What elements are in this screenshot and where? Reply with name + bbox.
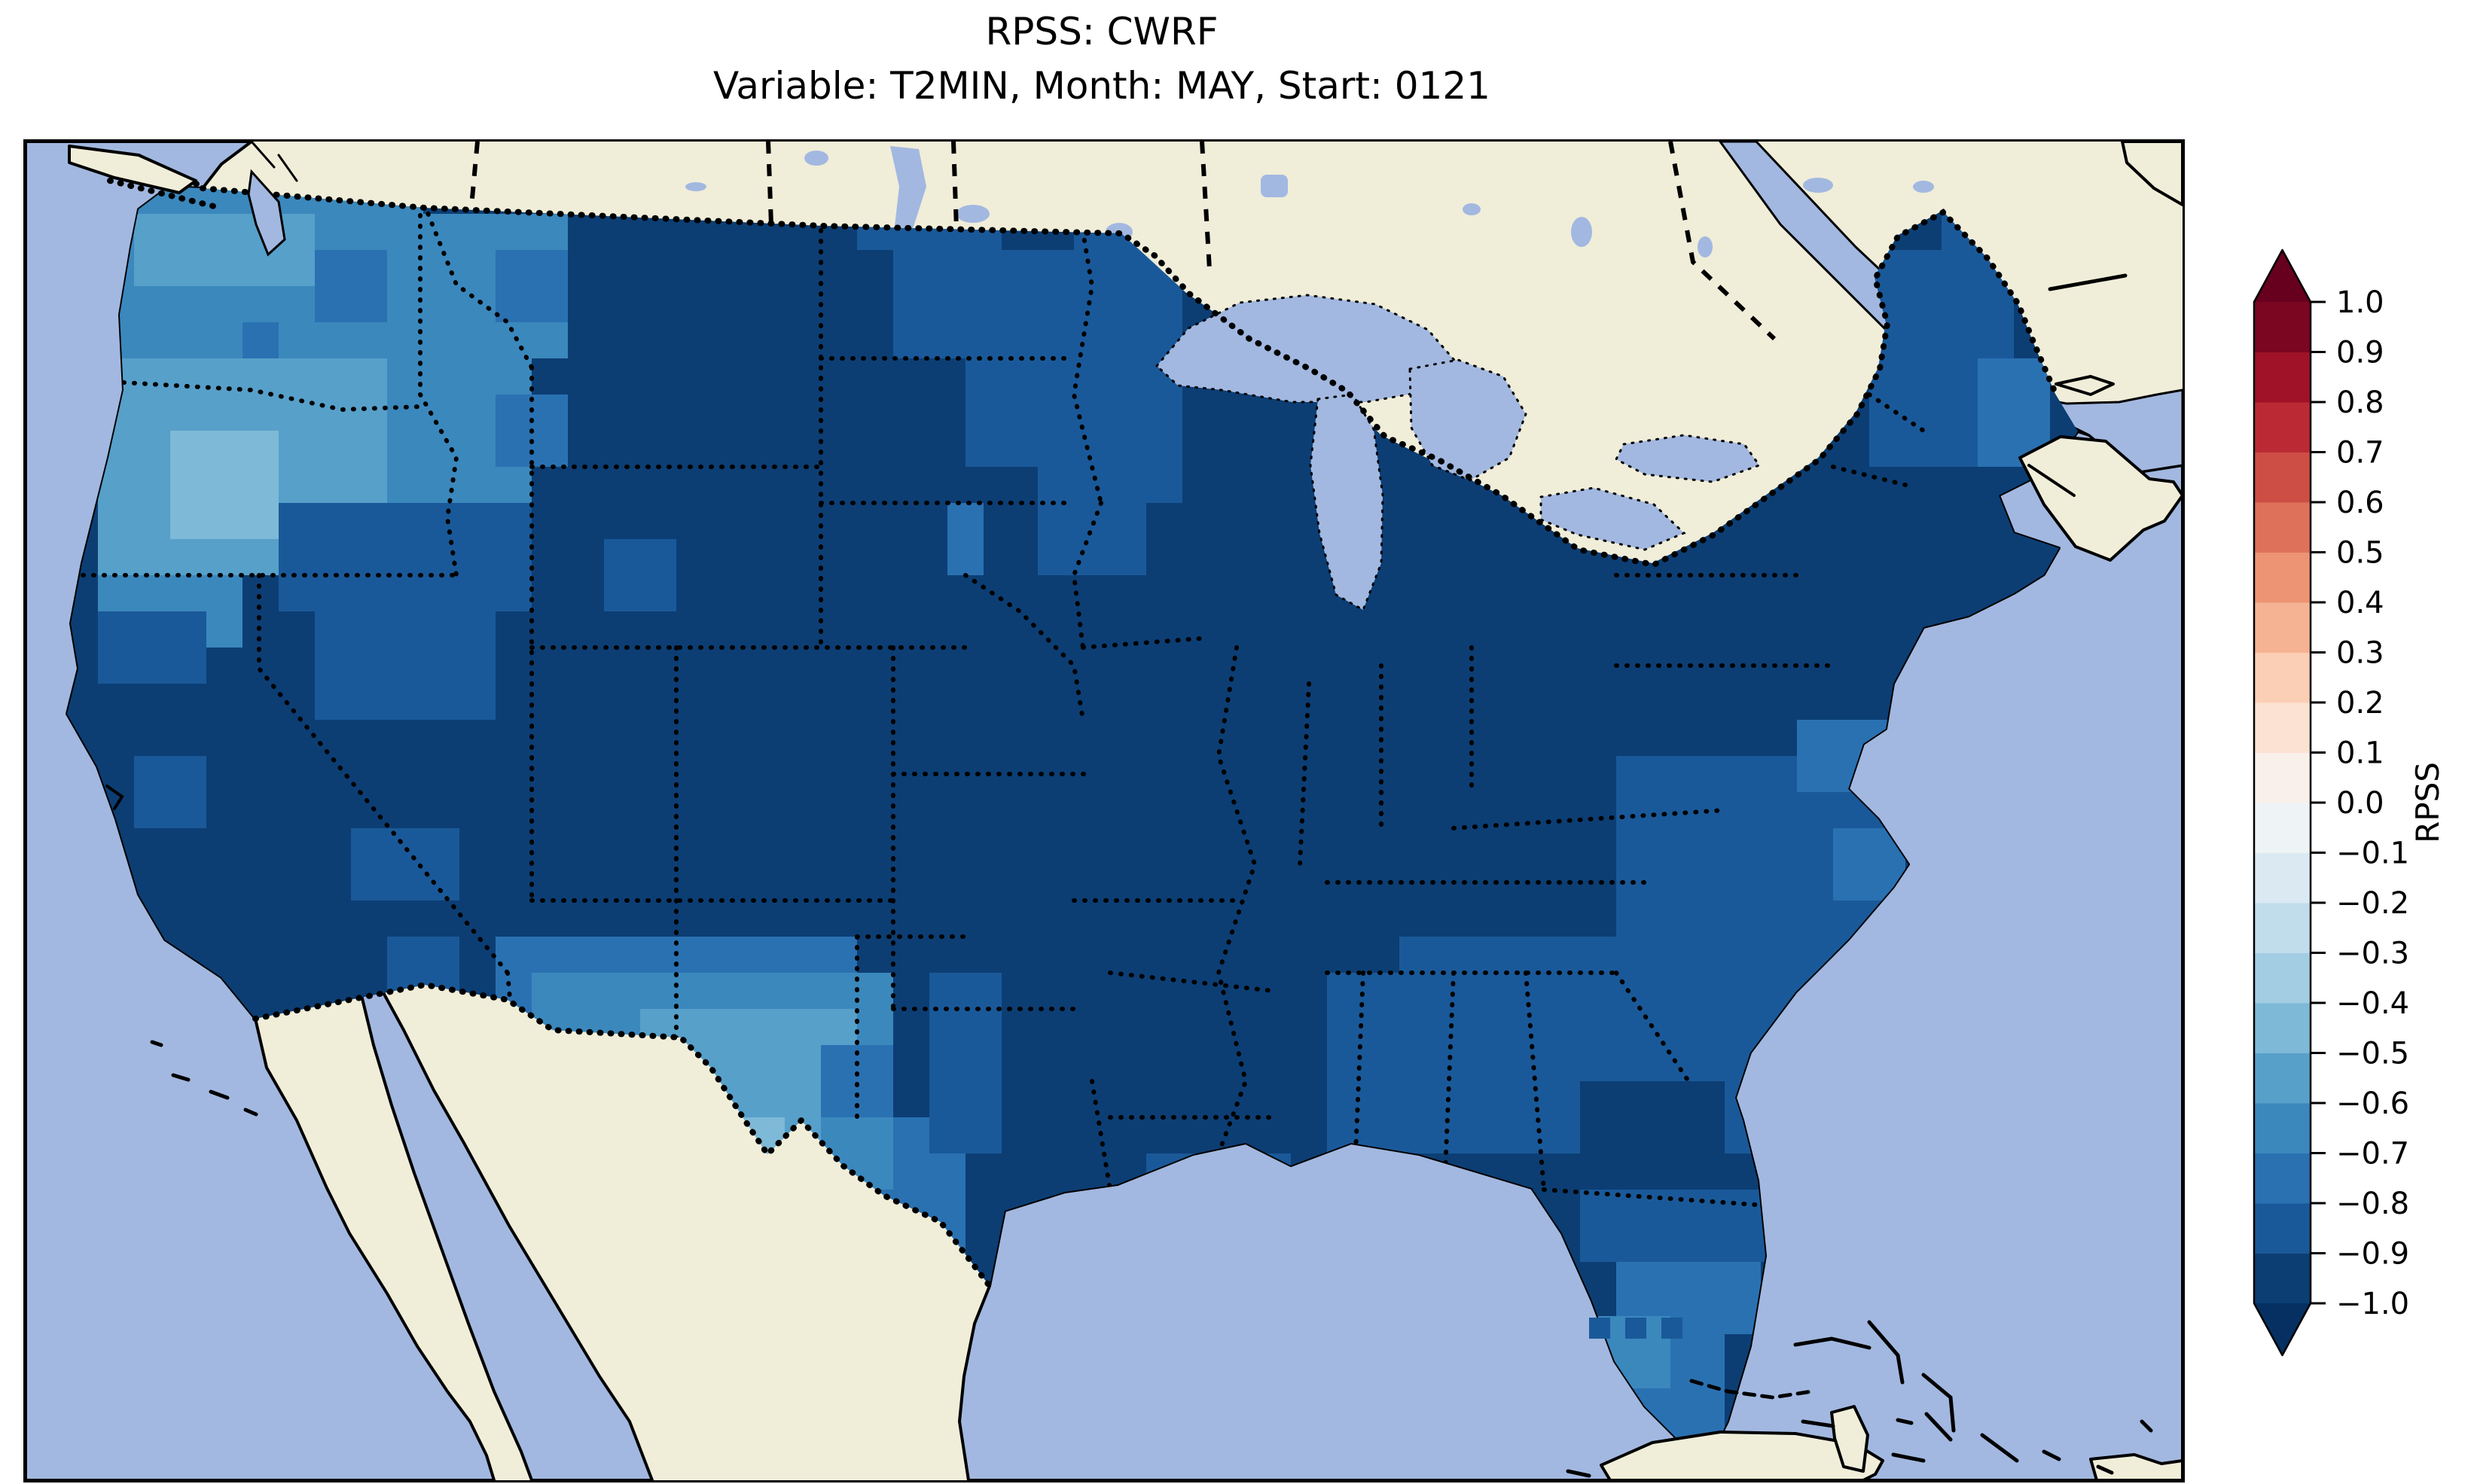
rpss-cell <box>315 250 387 322</box>
figure: RPSS: CWRF Variable: T2MIN, Month: MAY, … <box>0 0 2474 1484</box>
colorbar-segment <box>2254 953 2311 1004</box>
colorbar-segment <box>2254 602 2311 653</box>
rpss-cell <box>243 322 279 358</box>
keys-data-cell <box>1589 1318 1610 1339</box>
colorbar-segment <box>2254 502 2311 553</box>
colorbar-segment <box>2254 702 2311 753</box>
map-axes <box>23 139 2185 1482</box>
colorbar-tick-label: −0.7 <box>2336 1137 2409 1172</box>
rpss-cell <box>279 503 532 611</box>
colorbar-segment <box>2254 302 2311 352</box>
rpss-cell <box>351 828 459 900</box>
colorbar-tick-label: −0.8 <box>2336 1187 2409 1221</box>
rpss-cell <box>947 503 984 575</box>
rpss-cell <box>1327 973 1399 1153</box>
rpss-cell <box>98 611 206 684</box>
colorbar-tick-label: −0.6 <box>2336 1086 2409 1121</box>
colorbar-segment <box>2254 753 2311 803</box>
plot-title-line1: RPSS: CWRF <box>23 5 2180 59</box>
rpss-cell <box>315 611 496 720</box>
plot-title: RPSS: CWRF Variable: T2MIN, Month: MAY, … <box>23 5 2180 113</box>
colorbar-segment <box>2254 453 2311 503</box>
colorbar-segment <box>2254 803 2311 853</box>
colorbar-tick-label: 0.6 <box>2336 486 2384 520</box>
colorbar-tick-label: −0.3 <box>2336 937 2409 971</box>
colorbar-segment <box>2254 1153 2311 1204</box>
colorbar-tick-label: −0.9 <box>2336 1237 2409 1272</box>
colorbar-tick-label: −0.5 <box>2336 1037 2409 1071</box>
colorbar-tick-label: 0.0 <box>2336 786 2384 821</box>
colorbar-tick-label: 0.8 <box>2336 385 2384 420</box>
keys-data-cell <box>1661 1318 1682 1339</box>
colorbar-tick-label: −1.0 <box>2336 1287 2409 1321</box>
colorbar-segment <box>2254 853 2311 904</box>
keys-data-cells <box>1589 1318 1682 1339</box>
colorbar-segment <box>2254 903 2311 953</box>
colorbar-segment <box>2254 1053 2311 1104</box>
colorbar-tick-label: 0.5 <box>2336 536 2384 571</box>
rpss-cell <box>929 973 1002 1153</box>
colorbar-segment <box>2254 553 2311 603</box>
rpss-cell <box>170 431 279 539</box>
colorbar: 1.0 0.9 0.8 0.7 0.6 0.5 0.4 0.3 0.2 0.1 0.0 −0.1 −0.… <box>2229 226 2474 1400</box>
colorbar-tick-label: 0.3 <box>2336 636 2384 671</box>
plot-title-line2: Variable: T2MIN, Month: MAY, Start: 0121 <box>23 59 2180 113</box>
colorbar-segment <box>2254 653 2311 703</box>
rpss-cell <box>134 756 206 828</box>
colorbar-axis-label: RPSS <box>2409 762 2446 843</box>
rpss-cell <box>134 214 315 286</box>
colorbar-extend-under <box>2254 1303 2311 1355</box>
colorbar-segment <box>2254 352 2311 403</box>
colorbar-segment <box>2254 1103 2311 1153</box>
rpss-cell <box>1110 358 1182 503</box>
colorbar-segment <box>2254 1203 2311 1254</box>
keys-data-cell <box>1625 1318 1646 1339</box>
colorbar-tick-label: 0.9 <box>2336 336 2384 370</box>
colorbar-tick-label: 0.4 <box>2336 586 2384 620</box>
rpss-cell <box>496 250 568 322</box>
colorbar-tick-label: −0.4 <box>2336 986 2409 1021</box>
colorbar-tick-label: 0.1 <box>2336 736 2384 771</box>
colorbar-segment <box>2254 1254 2311 1304</box>
colorbar-tick-label: −0.1 <box>2336 836 2409 871</box>
colorbar-tick-label: −0.2 <box>2336 886 2409 921</box>
colorbar-segment <box>2254 1003 2311 1053</box>
colorbar-extend-over <box>2254 250 2311 302</box>
colorbar-segment <box>2254 402 2311 453</box>
colorbar-tick-label: 1.0 <box>2336 285 2384 320</box>
map-canvas <box>26 142 2183 1480</box>
colorbar-tick-label: 0.2 <box>2336 686 2384 721</box>
colorbar-tick-label: 0.7 <box>2336 436 2384 471</box>
rpss-cell <box>604 539 676 611</box>
